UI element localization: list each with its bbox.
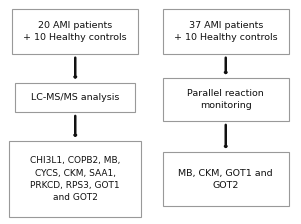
Text: 20 AMI patients
+ 10 Healthy controls: 20 AMI patients + 10 Healthy controls	[23, 21, 127, 42]
Text: Parallel reaction
monitoring: Parallel reaction monitoring	[188, 89, 264, 110]
FancyBboxPatch shape	[163, 9, 289, 54]
FancyBboxPatch shape	[15, 83, 135, 112]
Text: MB, CKM, GOT1 and
GOT2: MB, CKM, GOT1 and GOT2	[178, 169, 273, 190]
Text: LC-MS/MS analysis: LC-MS/MS analysis	[31, 93, 119, 102]
Text: 37 AMI patients
+ 10 Healthy controls: 37 AMI patients + 10 Healthy controls	[174, 21, 278, 42]
FancyBboxPatch shape	[9, 141, 141, 217]
FancyBboxPatch shape	[12, 9, 138, 54]
Text: CHI3L1, COPB2, MB,
CYCS, CKM, SAA1,
PRKCD, RPS3, GOT1
and GOT2: CHI3L1, COPB2, MB, CYCS, CKM, SAA1, PRKC…	[30, 157, 120, 202]
FancyBboxPatch shape	[163, 152, 289, 206]
FancyBboxPatch shape	[163, 78, 289, 121]
